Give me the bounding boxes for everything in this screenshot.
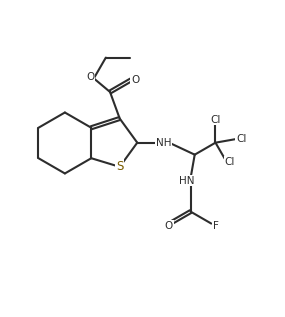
Text: NH: NH [156,138,171,148]
Text: Cl: Cl [210,114,221,125]
Text: F: F [213,221,219,231]
Text: S: S [116,160,123,173]
Text: HN: HN [180,176,195,185]
Text: Cl: Cl [236,134,246,144]
Text: O: O [131,75,139,85]
Text: Cl: Cl [225,157,235,167]
Text: O: O [165,221,173,230]
Text: O: O [86,72,95,82]
